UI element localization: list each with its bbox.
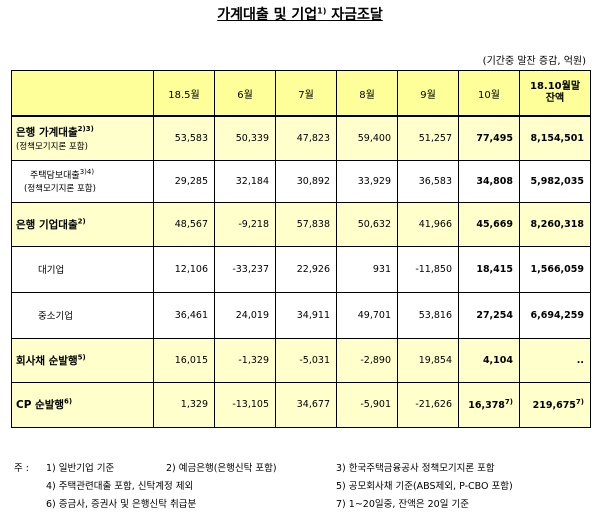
header-oct: 10월	[458, 70, 520, 117]
cell: 8,260,318	[519, 201, 591, 247]
cell: 47,823	[275, 115, 337, 161]
cell: 53,583	[153, 115, 215, 161]
row-label: 주택담보대출3)4) (정책모기지론 포함)	[11, 159, 154, 203]
cell: 53,816	[397, 291, 459, 339]
cell: 19,854	[397, 337, 459, 383]
cell: -5,901	[336, 381, 398, 428]
cell: -5,031	[275, 337, 337, 383]
cell: 29,285	[153, 159, 215, 203]
table-row: 은행 기업대출2) 48,567 -9,218 57,838 50,632 41…	[11, 201, 591, 247]
cell: 1,566,059	[519, 245, 591, 293]
footnote: 1) 일반기업 기준	[46, 463, 115, 474]
cell: 1,329	[153, 381, 215, 428]
header-aug: 8월	[336, 70, 398, 117]
cell: 5,982,035	[519, 159, 591, 203]
cell: 57,838	[275, 201, 337, 247]
cell: -1,329	[214, 337, 276, 383]
cell: 41,966	[397, 201, 459, 247]
cell: 27,254	[458, 291, 520, 339]
row-label: 대기업	[11, 245, 154, 293]
header-balance: 18.10월말 잔액	[519, 70, 591, 117]
row-label: 은행 기업대출2)	[11, 201, 154, 247]
cell: 18,415	[458, 245, 520, 293]
cell: 34,677	[275, 381, 337, 428]
header-corner	[11, 70, 154, 117]
cell: 8,154,501	[519, 115, 591, 161]
table-row: 회사채 순발행5) 16,015 -1,329 -5,031 -2,890 19…	[11, 337, 591, 383]
cell: 30,892	[275, 159, 337, 203]
table-row: 은행 가계대출2)3) (정책모기지론 포함) 53,583 50,339 47,…	[11, 115, 591, 161]
cell: -9,218	[214, 201, 276, 247]
footnote: 2) 예금은행(은행신탁 포함)	[166, 463, 277, 474]
unit-label: (기간중 말잔 증감, 억원)	[482, 56, 586, 67]
footnote: 3) 한국주택금융공사 정책모기지론 포함	[336, 463, 495, 474]
cell: 50,339	[214, 115, 276, 161]
header-sep: 9월	[397, 70, 459, 117]
cell: 16,015	[153, 337, 215, 383]
cell: 24,019	[214, 291, 276, 339]
cell: ..	[519, 337, 591, 383]
cell: 45,669	[458, 201, 520, 247]
footnote: 5) 공모회사채 기준(ABS제외, P-CBO 포함)	[336, 481, 513, 492]
cell: 6,694,259	[519, 291, 591, 339]
cell: 50,632	[336, 201, 398, 247]
cell: 49,701	[336, 291, 398, 339]
cell: 36,583	[397, 159, 459, 203]
row-label: CP 순발행6)	[11, 381, 154, 428]
cell: 77,495	[458, 115, 520, 161]
cell: -11,850	[397, 245, 459, 293]
cell: 34,911	[275, 291, 337, 339]
cell: -2,890	[336, 337, 398, 383]
cell: -33,237	[214, 245, 276, 293]
cell: 36,461	[153, 291, 215, 339]
cell: 34,808	[458, 159, 520, 203]
row-label: 중소기업	[11, 291, 154, 339]
cell: 931	[336, 245, 398, 293]
header-jun: 6월	[214, 70, 276, 117]
header-may: 18.5월	[153, 70, 215, 117]
cell: 59,400	[336, 115, 398, 161]
cell: 12,106	[153, 245, 215, 293]
row-label: 은행 가계대출2)3) (정책모기지론 포함)	[11, 115, 154, 161]
page-title: 가계대출 및 기업1) 자금조달	[217, 6, 383, 23]
table-row: 대기업 12,106 -33,237 22,926 931 -11,850 18…	[11, 245, 591, 293]
row-label: 회사채 순발행5)	[11, 337, 154, 383]
footnotes: 주 : 1) 일반기업 기준 2) 예금은행(은행신탁 포함) 3) 한국주택금융공사…	[14, 460, 594, 514]
footnote: 4) 주택관련대출 포함, 신탁계정 제외	[46, 481, 194, 492]
cell: 16,3787)	[458, 381, 520, 428]
cell: 51,257	[397, 115, 459, 161]
cell: 48,567	[153, 201, 215, 247]
footnote-prefix: 주 :	[14, 463, 29, 474]
cell: -13,105	[214, 381, 276, 428]
table-row: 중소기업 36,461 24,019 34,911 49,701 53,816 …	[11, 291, 591, 339]
cell: 22,926	[275, 245, 337, 293]
cell: 219,6757)	[519, 381, 591, 428]
header-jul: 7월	[275, 70, 337, 117]
table-row: CP 순발행6) 1,329 -13,105 34,677 -5,901 -21…	[11, 381, 591, 428]
footnote: 7) 1~20일중, 잔액은 20일 기준	[336, 499, 469, 510]
footnote: 6) 증금사, 증권사 및 은행신탁 취급분	[46, 499, 197, 510]
cell: -21,626	[397, 381, 459, 428]
cell: 33,929	[336, 159, 398, 203]
funding-table: 18.5월 6월 7월 8월 9월 10월 18.10월말 잔액 은행 가계대출2…	[11, 70, 591, 428]
table-row: 주택담보대출3)4) (정책모기지론 포함) 29,285 32,184 30,8…	[11, 159, 591, 203]
table-header-row: 18.5월 6월 7월 8월 9월 10월 18.10월말 잔액	[11, 70, 591, 117]
cell: 4,104	[458, 337, 520, 383]
cell: 32,184	[214, 159, 276, 203]
